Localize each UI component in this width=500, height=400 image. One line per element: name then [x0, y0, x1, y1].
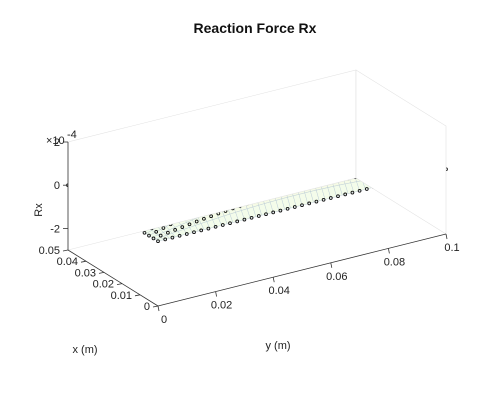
z-exponent-base: ×10 — [46, 135, 65, 147]
data-marker — [163, 237, 168, 242]
data-marker — [336, 194, 340, 199]
data-marker — [158, 233, 163, 238]
x-tick-mark — [116, 283, 123, 285]
data-marker — [307, 201, 312, 206]
data-marker — [173, 228, 177, 232]
data-marker — [156, 239, 160, 244]
x-tick-label: 0.03 — [75, 267, 96, 279]
data-marker — [206, 226, 211, 231]
data-marker — [300, 203, 304, 208]
data-marker — [364, 187, 369, 191]
data-marker — [292, 205, 297, 209]
data-marker — [249, 215, 254, 220]
x-tick-mark — [98, 272, 105, 274]
data-marker — [343, 192, 348, 197]
data-marker — [314, 199, 319, 204]
y-tick-mark — [388, 248, 390, 254]
data-marker — [321, 197, 326, 202]
x-tick-mark — [80, 260, 87, 263]
data-marker — [350, 190, 355, 195]
data-marker — [328, 196, 333, 200]
y-axis-label: y (m) — [265, 340, 290, 352]
data-marker — [256, 214, 261, 218]
data-marker — [151, 236, 156, 241]
data-marker — [192, 230, 196, 235]
x-tick-mark — [134, 294, 141, 297]
y-tick-label: 0.06 — [326, 271, 347, 283]
data-marker — [161, 226, 166, 230]
data-marker — [187, 222, 192, 227]
y-axis-line — [157, 233, 447, 307]
z-tick-label: 2 — [54, 137, 60, 149]
data-marker — [202, 216, 206, 221]
z-tick-label: -2 — [50, 223, 60, 235]
x-tick-mark — [152, 305, 159, 308]
back-pane-ymax — [355, 69, 447, 235]
data-marker — [147, 233, 151, 238]
data-marker — [220, 223, 225, 227]
data-marker — [177, 233, 182, 238]
x-tick-label: 0.05 — [39, 245, 60, 257]
data-marker — [278, 208, 283, 213]
axes-layer: 00.010.020.030.040.0500.020.040.060.080.… — [39, 69, 460, 326]
y-tick-label: 0.04 — [268, 285, 289, 297]
data-marker — [142, 230, 147, 235]
y-tick-label: 0.02 — [211, 300, 232, 312]
z-tick-label: 0 — [54, 180, 60, 192]
z-exponent-power: -4 — [67, 129, 77, 141]
x-axis-label: x (m) — [72, 344, 97, 356]
data-marker — [194, 219, 199, 224]
x-tick-label: 0 — [144, 301, 150, 313]
data-marker — [357, 188, 362, 193]
data-marker — [170, 235, 175, 240]
z-axis-label: Rx — [33, 203, 45, 217]
y-tick-mark — [215, 291, 217, 297]
data-marker — [235, 219, 240, 224]
data-marker — [242, 217, 247, 222]
y-tick-mark — [330, 262, 333, 268]
y-tick-label: 0.1 — [444, 242, 459, 254]
y-tick-mark — [445, 233, 448, 240]
data-marker — [166, 230, 170, 235]
y-tick-mark — [157, 305, 160, 312]
y-tick-mark — [272, 277, 275, 283]
x-axis-line — [67, 249, 159, 307]
data-marker — [213, 224, 218, 229]
x-tick-label: 0.04 — [57, 256, 78, 268]
data-marker — [264, 212, 268, 217]
x-tick-mark — [62, 249, 69, 252]
data-marker — [228, 221, 232, 226]
y-tick-label: 0 — [161, 314, 167, 326]
z-exponent: ×10 -4 — [46, 129, 77, 147]
data-marker — [154, 229, 159, 234]
data-marker — [271, 210, 276, 215]
data-marker — [199, 228, 204, 233]
x-tick-label: 0.02 — [93, 279, 114, 291]
chart-title: Reaction Force Rx — [194, 20, 317, 36]
data-marker — [180, 225, 185, 229]
data-marker — [209, 214, 213, 219]
data-marker — [184, 232, 189, 236]
x-tick-label: 0.01 — [111, 290, 132, 302]
y-tick-label: 0.08 — [384, 256, 405, 268]
data-marker — [285, 206, 290, 211]
